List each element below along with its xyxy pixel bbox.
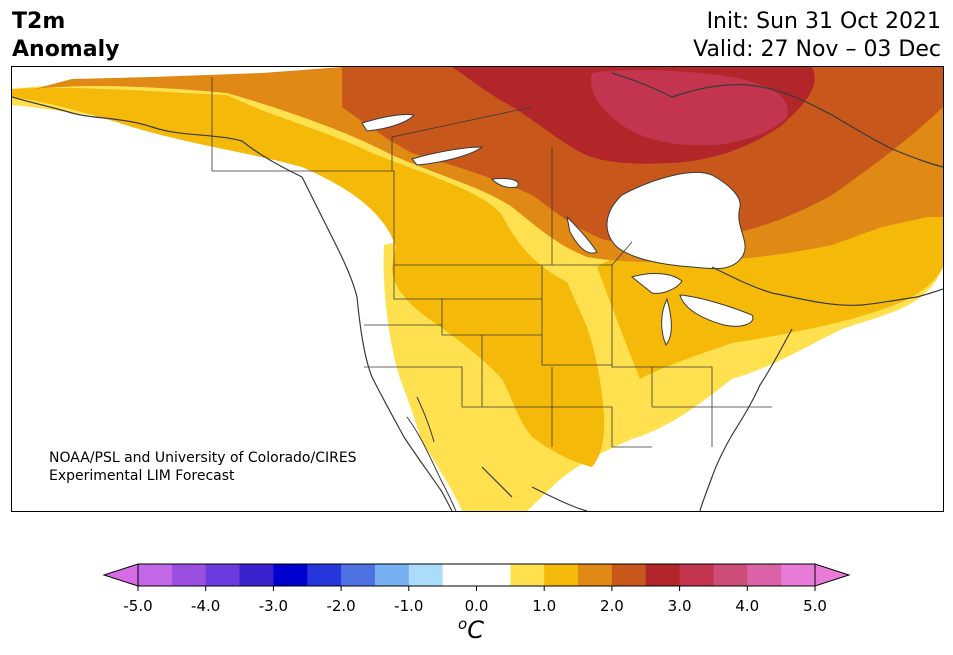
- colorbar-tick-label: -5.0: [123, 597, 152, 615]
- colorbar-bin: [611, 564, 647, 586]
- colorbar-ticks: -5.0 -4.0 -3.0 -2.0 -1.0 0.0 1.0 2.0 3.0 4.0 5.0: [123, 586, 827, 615]
- unit-base: C: [467, 616, 484, 644]
- colorbar-bin: [544, 564, 579, 586]
- credit-line-1: NOAA/PSL and University of Colorado/CIRE…: [49, 450, 357, 466]
- colorbar-bins: [137, 563, 816, 587]
- colorbar-bin: [408, 564, 444, 586]
- hudson-bay: [606, 171, 746, 270]
- great-lakes: [630, 273, 754, 346]
- colorbar-tick-label: -3.0: [259, 597, 288, 615]
- unit-sup: o: [458, 615, 468, 633]
- colorbar-tick-label: 4.0: [735, 597, 759, 615]
- colorbar-tick-label: -4.0: [191, 597, 220, 615]
- init-date: Init: Sun 31 Oct 2021: [706, 9, 941, 34]
- colorbar-bin: [341, 564, 376, 586]
- colorbar-bin: [205, 564, 241, 586]
- credit-line-2: Experimental LIM Forecast: [49, 468, 235, 484]
- coastlines: [12, 72, 943, 511]
- credit-text: NOAA/PSL and University of Colorado/CIRE…: [49, 449, 357, 485]
- map-title: T2m Anomaly: [12, 8, 119, 64]
- baja-california: [406, 396, 457, 511]
- colorbar-bin: [171, 564, 207, 586]
- colorbar-bin: [374, 564, 410, 586]
- colorbar-tick-label: 5.0: [803, 597, 827, 615]
- colorbar-bin: [307, 564, 342, 586]
- colorbar-bin: [273, 564, 308, 586]
- colorbar-bin: [747, 564, 782, 586]
- anomaly-band-1-0: [12, 87, 943, 467]
- colorbar-tick-label: -2.0: [326, 597, 355, 615]
- valid-range: Valid: 27 Nov – 03 Dec: [693, 37, 941, 62]
- colorbar-under-arrow: [102, 563, 139, 587]
- colorbar-bin: [510, 564, 545, 586]
- colorbar-bin: [781, 564, 816, 586]
- colorbar-bin: [442, 564, 511, 586]
- political-borders: [211, 77, 772, 448]
- colorbar-tick-label: -1.0: [394, 597, 423, 615]
- map-canvas: [12, 67, 943, 511]
- colorbar-tick-label: 3.0: [668, 597, 692, 615]
- colorbar-bin: [578, 564, 613, 586]
- colorbar-bin: [239, 564, 274, 586]
- anomaly-map: NOAA/PSL and University of Colorado/CIRE…: [11, 66, 944, 512]
- colorbar-tick-label: 1.0: [532, 597, 556, 615]
- colorbar-tick-label: 2.0: [600, 597, 624, 615]
- colorbar-over-arrow: [814, 563, 851, 587]
- colorbar-tick-label: 0.0: [465, 597, 489, 615]
- forecast-dates: Init: Sun 31 Oct 2021 Valid: 27 Nov – 03…: [693, 8, 941, 64]
- colorbar-bin: [138, 564, 173, 586]
- colorbar-outline: [137, 563, 816, 587]
- colorbar-bin: [713, 564, 748, 586]
- colorbar-bin: [645, 564, 681, 586]
- colorbar-bin: [679, 564, 714, 586]
- title-line-2: Anomaly: [12, 37, 120, 62]
- unit-label: oC: [458, 615, 484, 644]
- title-line-1: T2m: [12, 9, 66, 34]
- northern-lakes: [361, 114, 598, 254]
- anomaly-band-3-0: [591, 70, 788, 146]
